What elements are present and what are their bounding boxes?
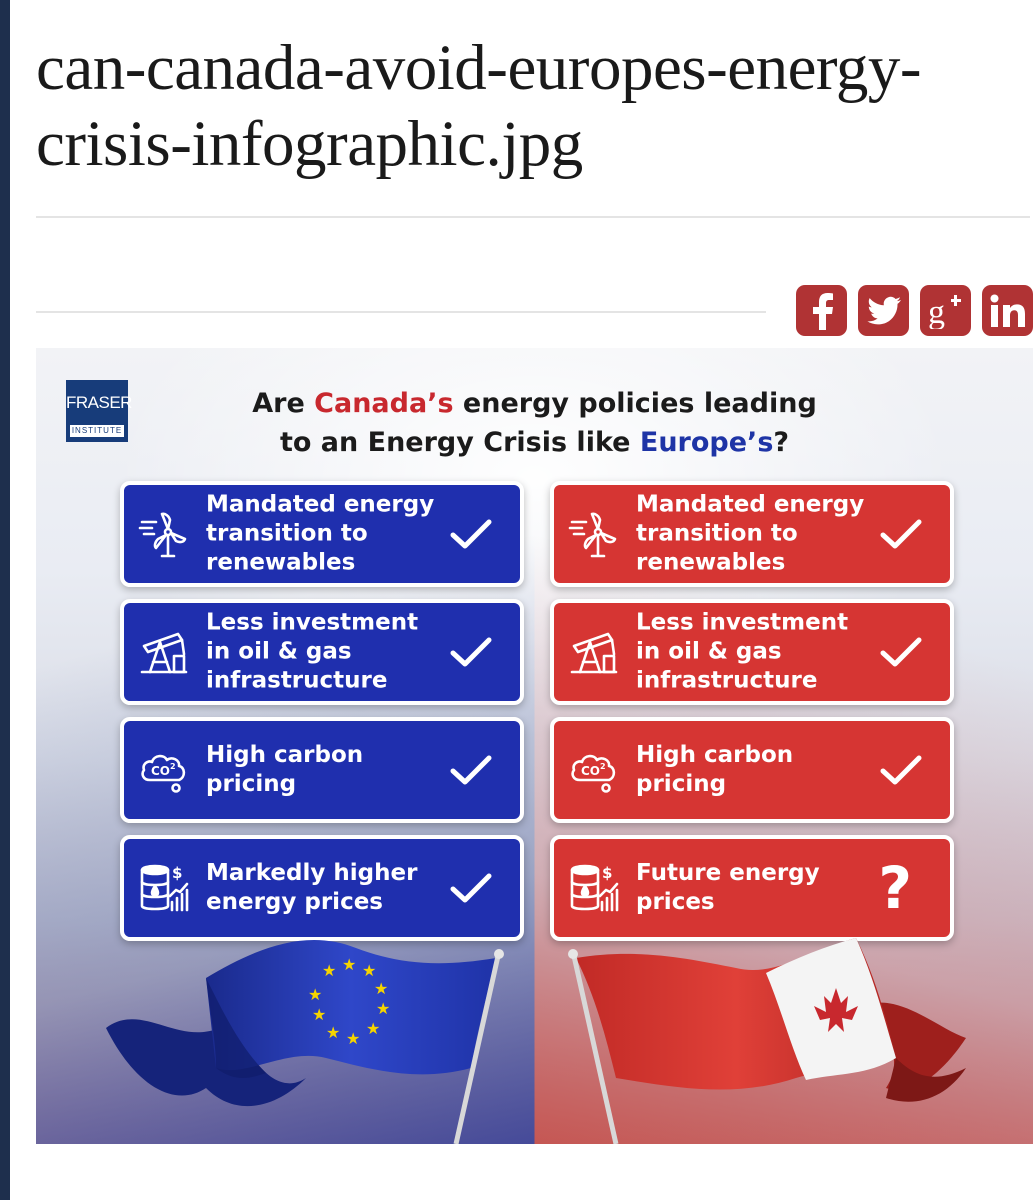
- google-plus-icon: g: [928, 294, 961, 329]
- canada-card-oil-gas: Less investment in oil & gas infrastruct…: [550, 599, 954, 705]
- headline-part3: to an Energy Crisis like: [279, 427, 640, 458]
- svg-text:★: ★: [308, 987, 322, 1004]
- canada-card-renewables: Mandated energy transition to renewables: [550, 481, 954, 587]
- europe-card-prices: $ Markedly higher energy prices: [120, 835, 524, 941]
- page-title: can-canada-avoid-europes-energy-crisis-i…: [36, 32, 922, 180]
- linkedin-share-button[interactable]: [982, 285, 1033, 336]
- headline-canada: Canada’s: [314, 388, 454, 419]
- oil-barrel-price-icon: $: [570, 864, 619, 912]
- canada-card-prices: $ Future energy prices ?: [550, 835, 954, 941]
- canada-item-3-text: High carbon pricing: [636, 742, 794, 797]
- svg-text:★: ★: [322, 963, 336, 980]
- svg-text:CO: CO: [581, 764, 600, 778]
- svg-text:g: g: [928, 294, 945, 329]
- svg-text:★: ★: [346, 1031, 360, 1048]
- headline-europe: Europe’s: [639, 427, 774, 458]
- svg-text:2: 2: [600, 762, 606, 771]
- logo-word: FRASER: [66, 393, 132, 412]
- svg-text:$: $: [172, 864, 182, 882]
- co2-cloud-icon: CO 2: [141, 754, 186, 793]
- headline-part1: Are: [252, 388, 315, 419]
- question-mark: ?: [878, 854, 912, 922]
- headline-part4: ?: [773, 427, 790, 458]
- title-divider: [36, 216, 1030, 218]
- canada-item-2-text: Less investment in oil & gas infrastruct…: [636, 609, 849, 694]
- svg-text:2: 2: [170, 762, 176, 771]
- svg-text:★: ★: [366, 1021, 380, 1038]
- flags-illustration: ★ ★ ★ ★ ★ ★ ★ ★ ★ ★: [106, 938, 966, 1144]
- oil-pump-icon: [140, 632, 188, 674]
- co2-cloud-icon: CO 2: [571, 754, 616, 793]
- wind-turbine-icon: [138, 512, 187, 558]
- share-divider: [36, 311, 766, 313]
- check-icon: [880, 519, 922, 549]
- svg-text:★: ★: [312, 1007, 326, 1024]
- check-icon: [450, 637, 492, 667]
- europe-item-1-text: Mandated energy transition to renewables: [206, 491, 435, 576]
- share-bar: g: [796, 285, 1033, 336]
- check-icon: [450, 519, 492, 549]
- svg-text:★: ★: [342, 957, 356, 974]
- europe-item-4-text: Markedly higher energy prices: [206, 860, 418, 915]
- check-icon: [880, 755, 922, 785]
- check-icon: [450, 755, 492, 785]
- facebook-icon: [812, 292, 833, 330]
- svg-text:CO: CO: [151, 764, 170, 778]
- europe-item-3-text: High carbon pricing: [206, 742, 364, 797]
- eu-flag: ★ ★ ★ ★ ★ ★ ★ ★ ★ ★: [106, 939, 504, 1144]
- canada-item-4-text: Future energy prices: [636, 860, 820, 915]
- twitter-icon: [866, 296, 901, 324]
- infographic: FRASER INSTITUTE Are Canada’s energy pol…: [36, 348, 1033, 1144]
- europe-card-oil-gas: Less investment in oil & gas infrastruct…: [120, 599, 524, 705]
- europe-card-renewables: Mandated energy transition to renewables: [120, 481, 524, 587]
- check-icon: [880, 637, 922, 667]
- canada-flag: [568, 938, 966, 1144]
- svg-text:★: ★: [326, 1025, 340, 1042]
- facebook-share-button[interactable]: [796, 285, 847, 336]
- svg-text:★: ★: [374, 981, 388, 998]
- linkedin-icon: [990, 294, 1025, 327]
- canada-item-1-text: Mandated energy transition to renewables: [636, 491, 865, 576]
- europe-item-2-text: Less investment in oil & gas infrastruct…: [206, 609, 419, 694]
- infographic-headline: Are Canada’s energy policies leading to …: [136, 384, 933, 462]
- oil-pump-icon: [570, 632, 618, 674]
- wind-turbine-icon: [568, 512, 617, 558]
- google-plus-share-button[interactable]: g: [920, 285, 971, 336]
- svg-text:$: $: [602, 864, 612, 882]
- twitter-share-button[interactable]: [858, 285, 909, 336]
- europe-card-carbon: CO 2 High carbon pricing: [120, 717, 524, 823]
- headline-part2: energy policies leading: [453, 388, 817, 419]
- canada-card-carbon: CO 2 High carbon pricing: [550, 717, 954, 823]
- oil-barrel-price-icon: $: [140, 864, 189, 912]
- fraser-institute-logo: FRASER INSTITUTE: [66, 380, 132, 442]
- svg-text:★: ★: [362, 963, 376, 980]
- left-rail: [0, 0, 10, 1200]
- check-icon: [450, 873, 492, 903]
- svg-text:★: ★: [376, 1001, 390, 1018]
- logo-sub: INSTITUTE: [70, 425, 124, 437]
